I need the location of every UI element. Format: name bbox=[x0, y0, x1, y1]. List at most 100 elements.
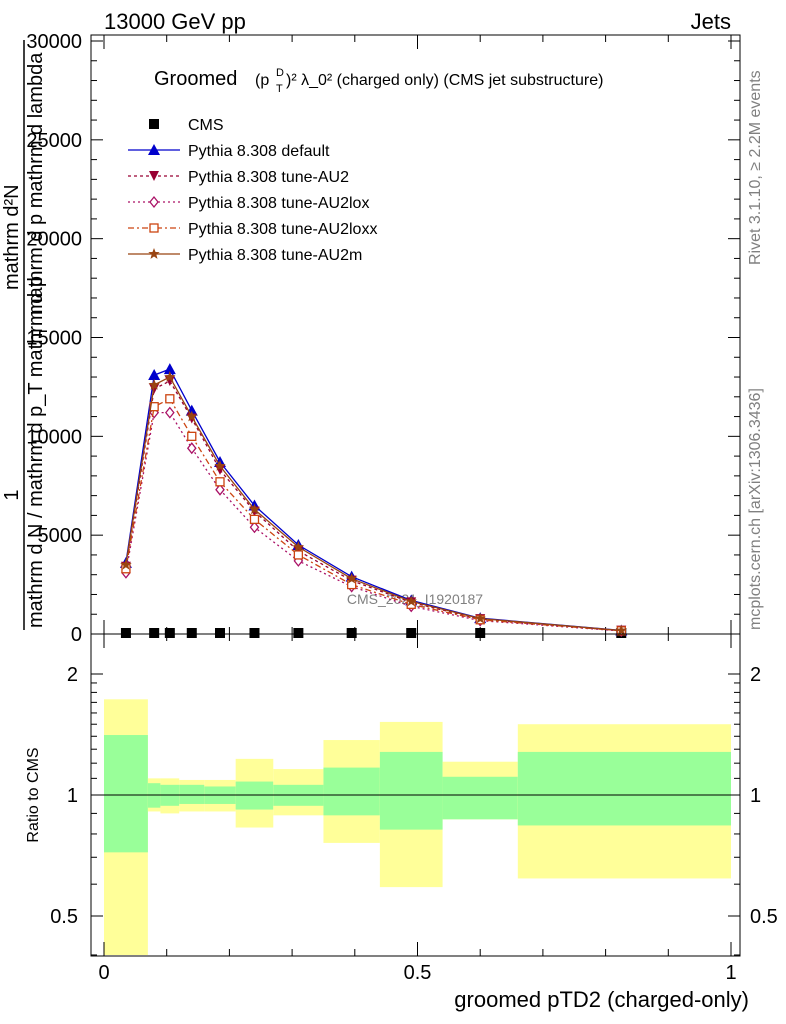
series-point bbox=[214, 460, 226, 471]
x-tick-label: 0.5 bbox=[404, 962, 432, 984]
y-tick-label: 20000 bbox=[26, 229, 82, 251]
y-tick-label: 25000 bbox=[26, 130, 82, 152]
legend-label: Pythia 8.308 tune-AU2 bbox=[188, 169, 349, 186]
legend-label: Pythia 8.308 tune-AU2lox bbox=[188, 195, 369, 212]
ratio-y-tick-label-right: 2 bbox=[750, 664, 761, 686]
cms-point bbox=[186, 628, 197, 638]
legend-label: CMS bbox=[188, 117, 224, 134]
header-right: Jets bbox=[691, 9, 731, 34]
series-point bbox=[149, 195, 159, 209]
series-point bbox=[149, 171, 159, 181]
cms-point bbox=[475, 628, 486, 638]
title-formula: (p bbox=[255, 72, 269, 89]
y-tick-label: 15000 bbox=[26, 328, 82, 350]
series-point bbox=[164, 371, 176, 382]
series-point bbox=[148, 369, 161, 381]
y-tick-label: 10000 bbox=[26, 426, 82, 448]
series-point bbox=[215, 483, 225, 496]
legend-label: Pythia 8.308 tune-AU2loxx bbox=[188, 221, 377, 238]
x-axis-label: groomed pTD2 (charged-only) bbox=[454, 987, 749, 1012]
series-point bbox=[346, 572, 358, 584]
plot-title: Groomed (p D T )² λ_0² (charged only) (C… bbox=[154, 67, 603, 95]
ratio-y-tick-label-right: 1 bbox=[750, 785, 761, 807]
y-axis-label: 1 mathrm d N / mathrm d p_T mathrm d p m… bbox=[1, 40, 47, 630]
series-5 bbox=[120, 371, 627, 636]
cms-point bbox=[293, 628, 304, 638]
series-point bbox=[249, 514, 260, 525]
y-tick-label: 30000 bbox=[26, 31, 82, 53]
cms-point bbox=[149, 119, 159, 129]
series-point bbox=[474, 612, 486, 624]
main-ticks: 0 5000 10000 15000 20000 25000 30000 bbox=[26, 31, 740, 646]
series-point bbox=[292, 541, 305, 552]
series-line bbox=[125, 397, 622, 632]
ratio-inner-band bbox=[442, 776, 518, 820]
ratio-y-tick-label: 0.5 bbox=[50, 906, 78, 928]
ratio-y-tick-label: 2 bbox=[67, 664, 78, 686]
rivet-label: Rivet 3.1.10, ≥ 2.2M events bbox=[747, 70, 764, 265]
title-rest: )² λ_0² (charged only) (CMS jet substruc… bbox=[286, 72, 603, 89]
x-tick-label: 0 bbox=[98, 962, 109, 984]
ylabel-line-3: mathrm d²N bbox=[1, 184, 23, 290]
series-point bbox=[249, 521, 260, 534]
cms-point bbox=[346, 628, 357, 638]
ylabel-numerator: 1 bbox=[1, 489, 23, 500]
ratio-inner-band bbox=[323, 767, 380, 816]
ratio-y-tick-label: 1 bbox=[67, 785, 78, 807]
ratio-y-tick-label-right: 0.5 bbox=[750, 906, 778, 928]
cms-point bbox=[164, 628, 175, 638]
legend-entry: CMS bbox=[149, 117, 224, 134]
title-sub: T bbox=[276, 83, 283, 95]
series-point bbox=[165, 394, 175, 404]
cms-point bbox=[406, 628, 417, 638]
series-line bbox=[125, 380, 622, 632]
legend-entry: Pythia 8.308 tune-AU2m bbox=[128, 247, 362, 264]
mcplots-label: mcplots.cern.ch [arXiv:1306.3436] bbox=[747, 388, 764, 630]
series-point bbox=[615, 624, 627, 636]
series-0 bbox=[120, 628, 627, 638]
series-point bbox=[149, 223, 159, 233]
main-series bbox=[119, 363, 628, 638]
legend-entry: Pythia 8.308 tune-AU2 bbox=[128, 169, 349, 186]
y-tick-label: 5000 bbox=[38, 525, 83, 547]
ylabel-line-2: mathrm d N / mathrm d p_T mathrm d p bbox=[25, 276, 47, 628]
series-point bbox=[165, 406, 175, 419]
ratio-inner-band bbox=[517, 751, 731, 826]
series-point bbox=[405, 595, 417, 607]
series-point bbox=[120, 558, 132, 570]
series-point bbox=[186, 410, 198, 422]
series-point bbox=[163, 363, 176, 375]
title-main: Groomed bbox=[154, 68, 237, 90]
series-point bbox=[148, 248, 160, 259]
cms-point bbox=[149, 628, 160, 638]
ylabel-line-4: mathrm d p mathrm d lambda bbox=[25, 52, 47, 315]
ratio-inner-band bbox=[104, 735, 148, 853]
series-point bbox=[186, 442, 197, 455]
ratio-inner-band bbox=[235, 781, 274, 810]
legend-label: Pythia 8.308 default bbox=[188, 143, 330, 160]
title-sup: D bbox=[276, 67, 284, 79]
series-point bbox=[248, 503, 261, 515]
cms-point bbox=[214, 628, 225, 638]
cms-point bbox=[249, 628, 260, 638]
series-point bbox=[148, 378, 160, 390]
series-point bbox=[293, 550, 304, 560]
ratio-ylabel: Ratio to CMS bbox=[25, 747, 42, 842]
series-point bbox=[215, 477, 225, 487]
ratio-panel: 0.5 0.5 1 1 2 2 0 0.5 1 Ratio to CMS groomed pTD… bbox=[25, 633, 778, 1012]
series-point bbox=[187, 431, 197, 441]
ratio-ticks: 0.5 0.5 1 1 2 2 0 0.5 1 bbox=[50, 634, 778, 984]
ratio-inner-band bbox=[179, 784, 205, 804]
x-tick-label: 1 bbox=[725, 962, 736, 984]
y-tick-label: 0 bbox=[71, 624, 82, 646]
legend: CMS Pythia 8.308 default Pythia 8.308 tune… bbox=[128, 117, 377, 264]
cms-point bbox=[120, 628, 131, 638]
legend-label: Pythia 8.308 tune-AU2m bbox=[188, 247, 362, 264]
legend-entry: Pythia 8.308 tune-AU2lox bbox=[128, 195, 369, 212]
legend-entry: Pythia 8.308 tune-AU2loxx bbox=[128, 221, 377, 238]
header-left: 13000 GeV pp bbox=[104, 9, 246, 34]
series-point bbox=[148, 144, 160, 155]
ratio-bands bbox=[104, 699, 731, 955]
